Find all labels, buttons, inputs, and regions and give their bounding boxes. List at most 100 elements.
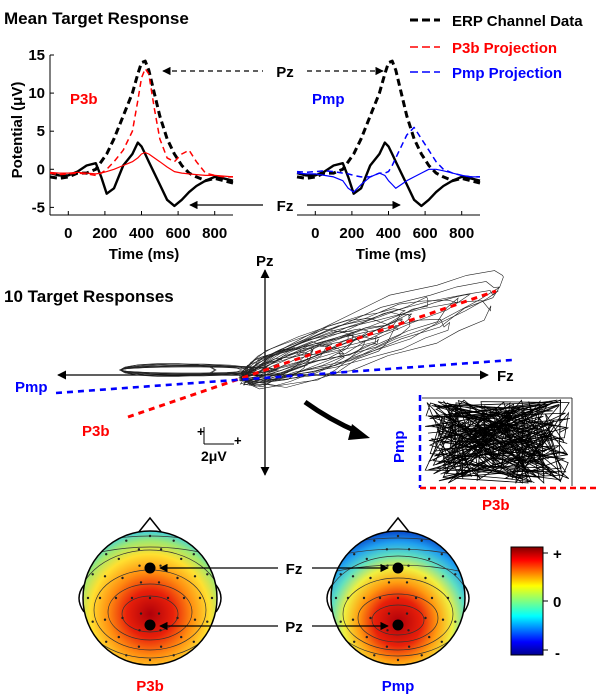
electrode-dot [138, 564, 141, 567]
electrode-dot [351, 618, 355, 621]
trajectory-loop [436, 403, 560, 479]
legend-pmp-label: Pmp Projection [452, 65, 562, 82]
y-tick-label: -5 [32, 199, 45, 216]
series-proj-pz [49, 67, 233, 178]
electrode-pz [144, 619, 156, 631]
chart-panel-p3b: Potential (μV) P3b Time (ms) 0 200 400 600 8… [9, 47, 234, 263]
series-erp-pz [49, 59, 234, 185]
electrode-dot [157, 581, 161, 584]
electrode-dot [159, 629, 162, 632]
x-tick-label: 0 [311, 225, 319, 242]
electrode-dot [369, 576, 372, 580]
electrode-dot [138, 629, 141, 632]
trajectory-loop [425, 404, 548, 484]
electrode-dot [430, 596, 434, 600]
x-tick-label: 0 [64, 225, 72, 242]
axis-ylabel: Potential (μV) [9, 82, 26, 179]
legend-erp-label: ERP Channel Data [452, 13, 583, 30]
axis-xlabel: Time (ms) [356, 246, 427, 263]
electrode-dot [407, 629, 410, 632]
electrode-dot [365, 557, 368, 561]
p3b-direction-label: P3b [82, 423, 110, 440]
fz-connector: Fz [189, 198, 401, 215]
trajectory-loop [442, 401, 570, 468]
electrode-dot [339, 573, 342, 576]
electrode-dot [454, 620, 457, 623]
fz-connector-label: Fz [277, 198, 294, 215]
ten-responses-title: 10 Target Responses [4, 287, 174, 306]
electrode-dot [446, 596, 450, 600]
electrode-dot [424, 616, 427, 620]
electrode-dot [365, 635, 368, 639]
electrode-dot [121, 616, 124, 620]
electrode-dot [193, 575, 197, 578]
figure-title: Mean Target Response [4, 9, 189, 28]
series-erp-fz [296, 141, 481, 208]
electrode-dot [387, 581, 391, 584]
electrode-dot [346, 596, 350, 600]
y-tick-label: 10 [28, 85, 45, 102]
ear-left [78, 584, 85, 613]
series-proj-pz [296, 126, 480, 178]
electrode-fz [392, 562, 404, 574]
trajectory-loop [430, 399, 552, 467]
electrode-dot [166, 596, 170, 600]
electrode-dot [407, 564, 410, 567]
electrode-dot [386, 629, 389, 632]
electrode-dot [405, 581, 409, 584]
electrode-dot [148, 658, 152, 662]
electrode-dot [159, 564, 162, 567]
electrode-dot [157, 612, 161, 615]
electrode-fz [144, 562, 156, 574]
box-pmp-label: Pmp [391, 430, 408, 463]
electrode-dot [198, 596, 202, 600]
electrode-dot [139, 612, 143, 615]
electrode-dot [206, 573, 209, 576]
trajectory-loop [427, 402, 570, 480]
trajectory-loop [438, 402, 559, 474]
electrode-dot [148, 534, 152, 538]
electrode-dot [172, 654, 175, 657]
x-tick-label: 400 [376, 225, 401, 242]
colorbar: + 0 - [510, 546, 562, 662]
electrode-dot [192, 640, 195, 643]
electrode-dot [159, 645, 163, 648]
electrode-dot [137, 548, 141, 551]
box-p3b-label: P3b [482, 497, 510, 514]
pz-axis-label: Pz [256, 253, 274, 270]
projection-box: Pmp P3b [391, 395, 600, 514]
colorbar-plus: + [553, 546, 562, 563]
electrode-dot [180, 557, 183, 561]
trajectory-loop [118, 365, 258, 375]
electrode-dot [91, 620, 94, 623]
electrode-pz [392, 619, 404, 631]
p3b-direction [127, 289, 497, 419]
series-erp-pz [296, 59, 481, 185]
x-tick-label: 600 [166, 225, 191, 242]
electrode-dot [121, 576, 124, 580]
trajectory-loop [240, 351, 310, 383]
series-proj-fz [296, 168, 480, 193]
pz-connector-label: Pz [276, 64, 294, 81]
electrode-dot [105, 640, 108, 643]
electrode-dot [125, 654, 128, 657]
ear-right [463, 584, 470, 613]
electrode-dot [396, 596, 400, 600]
electrode-dot [385, 645, 389, 648]
scalp-label-p3b: P3b [136, 678, 164, 695]
electrode-dot [386, 564, 389, 567]
x-tick-label: 200 [339, 225, 364, 242]
electrode-dot [125, 539, 128, 542]
electrode-dot [148, 596, 152, 600]
y-tick-label: 15 [28, 47, 45, 64]
electrode-dot [114, 596, 118, 600]
electrode-dot [405, 612, 409, 615]
x-tick-label: 200 [92, 225, 117, 242]
electrode-dot [117, 635, 121, 639]
legend-p3b-label: P3b Projection [452, 40, 557, 57]
colorbar-zero: 0 [553, 594, 561, 611]
electrode-dot [180, 635, 183, 639]
electrode-dot [396, 658, 400, 662]
trajectory-loop [243, 341, 345, 386]
electrode-dot [440, 553, 443, 556]
